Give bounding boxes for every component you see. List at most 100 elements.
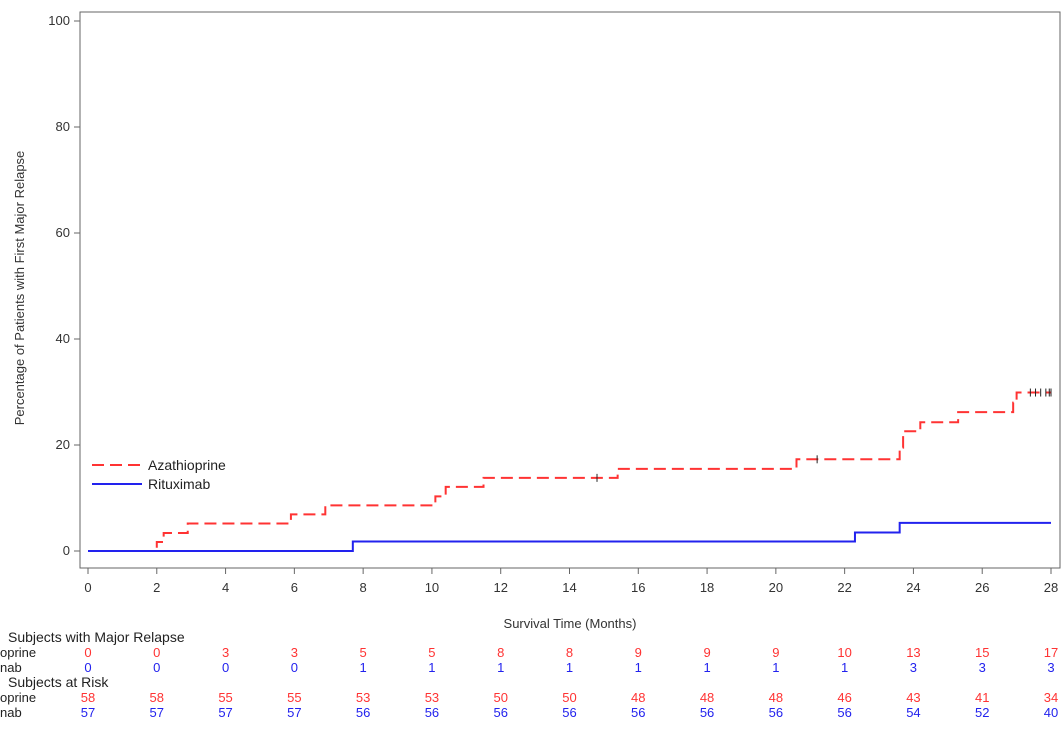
- risk-value: 0: [153, 645, 160, 660]
- risk-value: 46: [837, 690, 851, 705]
- x-tick-label: 28: [1044, 580, 1058, 595]
- risk-value: 40: [1044, 705, 1058, 720]
- y-tick-label: 80: [56, 119, 70, 134]
- series-line-azathioprine: [88, 391, 1051, 552]
- risk-value: 43: [906, 690, 920, 705]
- x-axis-label: Survival Time (Months): [504, 616, 637, 631]
- risk-section-header: Subjects with Major Relapse: [8, 629, 185, 645]
- risk-value: 41: [975, 690, 989, 705]
- y-tick-label: 0: [63, 543, 70, 558]
- risk-value: 1: [635, 660, 642, 675]
- risk-value: 3: [222, 645, 229, 660]
- risk-value: 0: [84, 660, 91, 675]
- x-tick-label: 16: [631, 580, 645, 595]
- x-tick-label: 0: [84, 580, 91, 595]
- risk-value: 56: [769, 705, 783, 720]
- risk-value: 56: [493, 705, 507, 720]
- risk-value: 3: [1047, 660, 1054, 675]
- risk-value: 57: [218, 705, 232, 720]
- risk-value: 54: [906, 705, 920, 720]
- x-tick-label: 4: [222, 580, 229, 595]
- risk-value: 0: [153, 660, 160, 675]
- legend-label: Rituximab: [148, 476, 210, 492]
- risk-row-label: nab: [0, 660, 22, 675]
- risk-row-label: oprine: [0, 690, 36, 705]
- risk-value: 1: [772, 660, 779, 675]
- series-line-rituximab: [88, 521, 1051, 552]
- risk-value: 8: [497, 645, 504, 660]
- legend-label: Azathioprine: [148, 457, 226, 473]
- risk-value: 3: [979, 660, 986, 675]
- risk-value: 48: [700, 690, 714, 705]
- x-tick-label: 8: [360, 580, 367, 595]
- risk-value: 58: [81, 690, 95, 705]
- risk-value: 3: [910, 660, 917, 675]
- risk-section-header: Subjects at Risk: [8, 674, 109, 690]
- risk-value: 55: [287, 690, 301, 705]
- x-tick-label: 26: [975, 580, 989, 595]
- x-tick-label: 12: [493, 580, 507, 595]
- risk-row-label: oprine: [0, 645, 36, 660]
- x-tick-label: 2: [153, 580, 160, 595]
- x-axis: 0 2 4 6 8 10 12 14 16 18 20 22 24 26 28: [84, 568, 1058, 595]
- risk-value: 13: [906, 645, 920, 660]
- x-tick-label: 6: [291, 580, 298, 595]
- x-tick-label: 20: [769, 580, 783, 595]
- risk-value: 1: [703, 660, 710, 675]
- risk-value: 34: [1044, 690, 1058, 705]
- risk-value: 56: [356, 705, 370, 720]
- y-tick-label: 100: [48, 13, 70, 28]
- risk-value: 1: [428, 660, 435, 675]
- risk-value: 1: [841, 660, 848, 675]
- risk-value: 17: [1044, 645, 1058, 660]
- risk-value: 56: [425, 705, 439, 720]
- risk-value: 1: [566, 660, 573, 675]
- risk-value: 57: [150, 705, 164, 720]
- risk-value: 53: [356, 690, 370, 705]
- risk-value: 55: [218, 690, 232, 705]
- risk-row-label: nab: [0, 705, 22, 720]
- risk-value: 0: [291, 660, 298, 675]
- risk-value: 1: [360, 660, 367, 675]
- risk-value: 50: [562, 690, 576, 705]
- y-tick-label: 60: [56, 225, 70, 240]
- risk-value: 0: [84, 645, 91, 660]
- risk-value: 58: [150, 690, 164, 705]
- risk-value: 9: [635, 645, 642, 660]
- risk-value: 15: [975, 645, 989, 660]
- risk-value: 52: [975, 705, 989, 720]
- risk-value: 5: [428, 645, 435, 660]
- risk-value: 8: [566, 645, 573, 660]
- plot-frame: [79, 11, 1061, 569]
- x-tick-label: 18: [700, 580, 714, 595]
- risk-value: 5: [360, 645, 367, 660]
- risk-value: 48: [631, 690, 645, 705]
- risk-value: 1: [497, 660, 504, 675]
- x-tick-label: 24: [906, 580, 920, 595]
- y-axis: 0 20 40 60 80 100: [48, 13, 80, 558]
- risk-value: 56: [837, 705, 851, 720]
- x-tick-label: 22: [837, 580, 851, 595]
- y-tick-label: 40: [56, 331, 70, 346]
- legend: Azathioprine Rituximab: [92, 457, 226, 492]
- y-axis-label: Percentage of Patients with First Major …: [12, 151, 27, 426]
- risk-value: 56: [700, 705, 714, 720]
- risk-value: 10: [837, 645, 851, 660]
- risk-value: 53: [425, 690, 439, 705]
- risk-value: 0: [222, 660, 229, 675]
- risk-value: 56: [562, 705, 576, 720]
- series-layer: [88, 388, 1052, 552]
- risk-value: 48: [769, 690, 783, 705]
- x-tick-label: 10: [425, 580, 439, 595]
- risk-value: 57: [287, 705, 301, 720]
- x-tick-label: 14: [562, 580, 576, 595]
- risk-value: 56: [631, 705, 645, 720]
- risk-value: 3: [291, 645, 298, 660]
- risk-value: 9: [772, 645, 779, 660]
- risk-value: 57: [81, 705, 95, 720]
- y-tick-label: 20: [56, 437, 70, 452]
- risk-value: 50: [493, 690, 507, 705]
- risk-value: 9: [703, 645, 710, 660]
